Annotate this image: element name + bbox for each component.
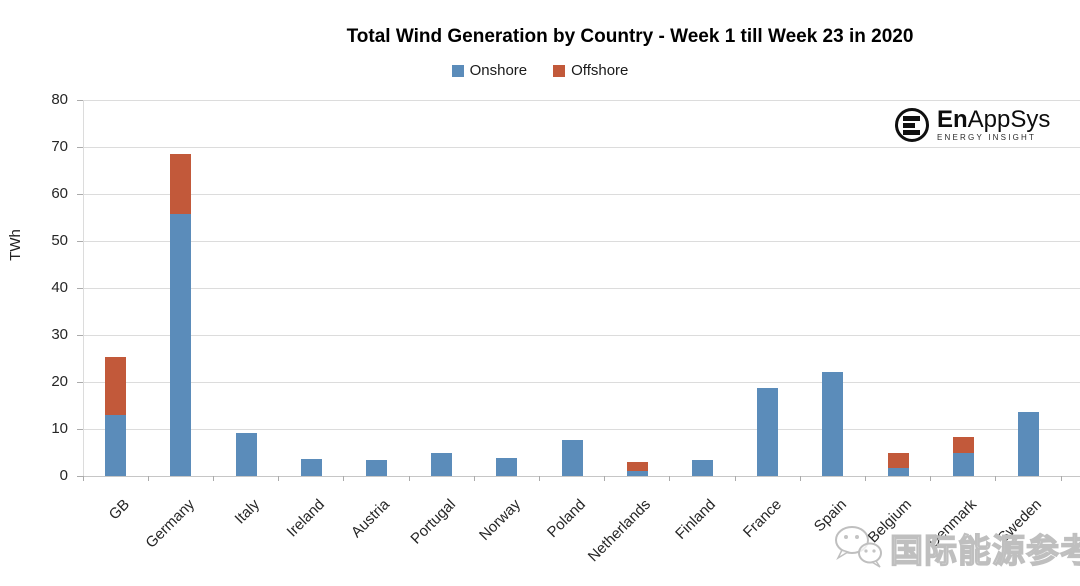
bar-sweden-onshore [1017,411,1039,476]
y-tick-label-60: 60 [51,185,68,202]
legend-swatch-offshore [553,64,566,77]
x-tick-4 [343,476,345,481]
bar-gb-offshore [105,356,127,415]
x-tick-10 [734,476,736,481]
y-tick-label-30: 30 [51,326,68,343]
x-axis-line [83,475,1080,477]
x-tick-14 [995,476,997,481]
enappsys-logo-icon [895,108,929,142]
legend-item-offshore: Offshore [553,62,628,79]
bar-italy-onshore [235,432,257,476]
gridline-10 [83,428,1080,430]
bar-spain-onshore [822,371,844,476]
bar-netherlands-onshore [626,470,648,476]
gridline-20 [83,381,1080,383]
x-tick-13 [930,476,932,481]
x-tick-3 [278,476,280,481]
chart-legend: Onshore Offshore [0,62,1080,79]
y-tick-label-70: 70 [51,138,68,155]
legend-label-onshore: Onshore [469,62,528,79]
bar-denmark-onshore [952,452,974,476]
x-tick-15 [1060,476,1062,481]
y-tick-60 [77,193,83,195]
bar-denmark-offshore [952,437,974,453]
x-tick-5 [408,476,410,481]
y-tick-0 [77,475,83,477]
bar-finland-onshore [691,459,713,476]
y-tick-80 [77,99,83,101]
gridline-60 [83,193,1080,195]
bar-ireland-onshore [300,459,322,476]
bar-portugal-onshore [431,453,453,476]
x-tick-7 [538,476,540,481]
y-tick-label-0: 0 [59,467,68,484]
gridline-80 [83,99,1080,101]
x-tick-11 [799,476,801,481]
gridline-50 [83,240,1080,242]
y-tick-40 [77,287,83,289]
bar-gb-onshore [105,414,127,476]
chart-title: Total Wind Generation by Country - Week … [346,26,914,47]
x-tick-1 [147,476,149,481]
grid-layer [83,99,1080,477]
x-tick-2 [212,476,214,481]
bar-poland-onshore [561,439,583,476]
gridline-70 [83,146,1080,148]
x-tick-0 [82,476,84,481]
legend-swatch-onshore [451,64,464,77]
bar-france-onshore [757,387,779,476]
x-tick-8 [604,476,606,481]
legend-label-offshore: Offshore [571,62,629,79]
y-tick-70 [77,146,83,148]
bar-norway-onshore [496,458,518,476]
gridline-40 [83,287,1080,289]
y-tick-10 [77,428,83,430]
y-tick-label-10: 10 [51,420,68,437]
x-tick-6 [473,476,475,481]
bar-germany-onshore [170,214,192,476]
bar-belgium-onshore [887,467,909,476]
bar-belgium-offshore [887,452,909,468]
y-axis-title: TWh [7,229,24,261]
y-tick-30 [77,334,83,336]
bar-austria-onshore [365,460,387,476]
gridline-30 [83,334,1080,336]
x-tick-12 [864,476,866,481]
legend-item-onshore: Onshore [451,62,528,79]
y-tick-label-40: 40 [51,279,68,296]
y-tick-50 [77,240,83,242]
bar-netherlands-offshore [626,461,648,471]
y-tick-label-50: 50 [51,232,68,249]
bar-germany-offshore [170,154,192,215]
y-tick-20 [77,381,83,383]
y-tick-label-80: 80 [51,91,68,108]
enappsys-logo-text: EnAppSys [937,106,1051,133]
plot-area [82,100,1062,481]
enappsys-logo: EnAppSys ENERGY INSIGHT [895,103,1067,147]
enappsys-logo-subtext: ENERGY INSIGHT [937,133,1037,142]
x-tick-9 [669,476,671,481]
y-tick-label-20: 20 [51,373,68,390]
